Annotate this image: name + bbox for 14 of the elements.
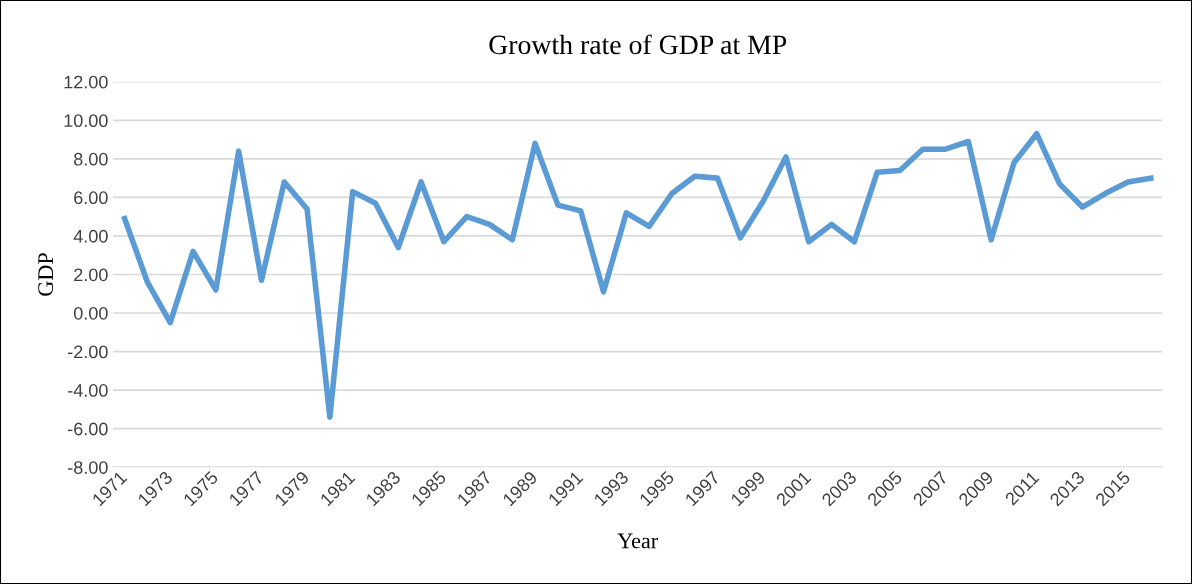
y-tick-label: 6.00 (74, 191, 108, 205)
y-tick-label: 4.00 (73, 229, 108, 243)
x-axis-title: Year (617, 533, 658, 549)
y-tick-label: 8.00 (74, 152, 108, 166)
y-tick-label: 0.00 (73, 306, 108, 320)
y-tick-label: -2.00 (68, 345, 108, 359)
y-tick-label: 2.00 (74, 268, 108, 282)
chart-title: Growth rate of GDP at MP (489, 34, 787, 55)
y-tick-label: -8.00 (68, 461, 108, 474)
y-tick-label: 10.00 (64, 114, 108, 128)
y-tick-label: 12.00 (64, 75, 108, 89)
y-tick-label: -4.00 (68, 384, 108, 397)
y-axis-title: GDP (38, 253, 54, 296)
y-tick-label: -6.00 (68, 422, 108, 436)
